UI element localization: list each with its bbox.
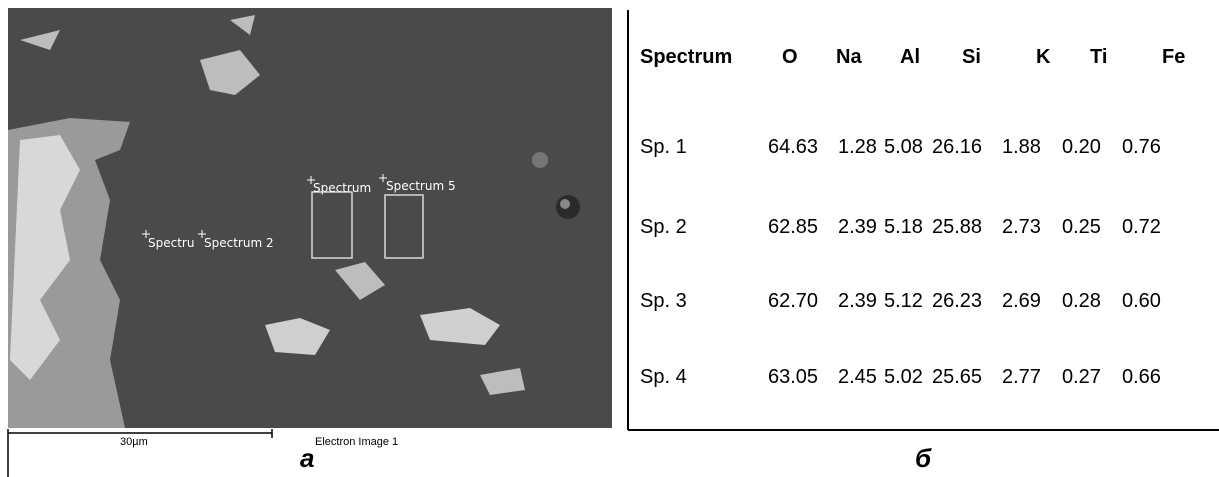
image-caption: Electron Image 1	[315, 436, 398, 448]
row-label: Sp. 1	[640, 136, 687, 159]
table-cell: 2.69	[1002, 290, 1041, 313]
column-header: Si	[962, 46, 981, 69]
table-cell: 5.12	[884, 290, 923, 313]
row-label: Sp. 2	[640, 216, 687, 239]
table-cell: 1.88	[1002, 136, 1041, 159]
column-header: Spectrum	[640, 46, 732, 69]
row-label: Sp. 4	[640, 366, 687, 389]
table-cell: 25.65	[932, 366, 982, 389]
table-cell: 2.39	[838, 290, 877, 313]
column-header: Na	[836, 46, 862, 69]
spectrum-label: Spectrum 5	[386, 179, 456, 193]
table-cell: 2.45	[838, 366, 877, 389]
table-cell: 25.88	[932, 216, 982, 239]
spectrum-label: Spectru	[148, 236, 194, 250]
table-cell: 63.05	[768, 366, 818, 389]
column-header: Ti	[1090, 46, 1107, 69]
column-header: K	[1036, 46, 1050, 69]
table-cell: 62.70	[768, 290, 818, 313]
table-cell: 26.16	[932, 136, 982, 159]
panel-label: б	[915, 443, 931, 474]
table-cell: 1.28	[838, 136, 877, 159]
table-cell: 5.02	[884, 366, 923, 389]
spectrum-label: Spectrum	[313, 181, 371, 195]
row-label: Sp. 3	[640, 290, 687, 313]
table-cell: 5.08	[884, 136, 923, 159]
table-cell: 0.27	[1062, 366, 1101, 389]
table-cell: 0.25	[1062, 216, 1101, 239]
table-cell: 0.76	[1122, 136, 1161, 159]
table-cell: 2.77	[1002, 366, 1041, 389]
table-cell: 64.63	[768, 136, 818, 159]
table-cell: 0.60	[1122, 290, 1161, 313]
spectrum-label: Spectrum 2	[204, 236, 274, 250]
table-cell: 5.18	[884, 216, 923, 239]
table-cell: 0.66	[1122, 366, 1161, 389]
column-header: Al	[900, 46, 920, 69]
column-header: O	[782, 46, 798, 69]
column-header: Fe	[1162, 46, 1185, 69]
table-cell: 26.23	[932, 290, 982, 313]
table-cell: 0.72	[1122, 216, 1161, 239]
table-cell: 0.20	[1062, 136, 1101, 159]
table-cell: 62.85	[768, 216, 818, 239]
page: {"image":{"labels":["Spectru","Spectrum …	[0, 0, 1219, 477]
table-cell: 2.73	[1002, 216, 1041, 239]
scale-bar-label: 30µm	[120, 436, 148, 448]
table-cell: 0.28	[1062, 290, 1101, 313]
panel-label: a	[300, 443, 314, 474]
table-cell: 2.39	[838, 216, 877, 239]
